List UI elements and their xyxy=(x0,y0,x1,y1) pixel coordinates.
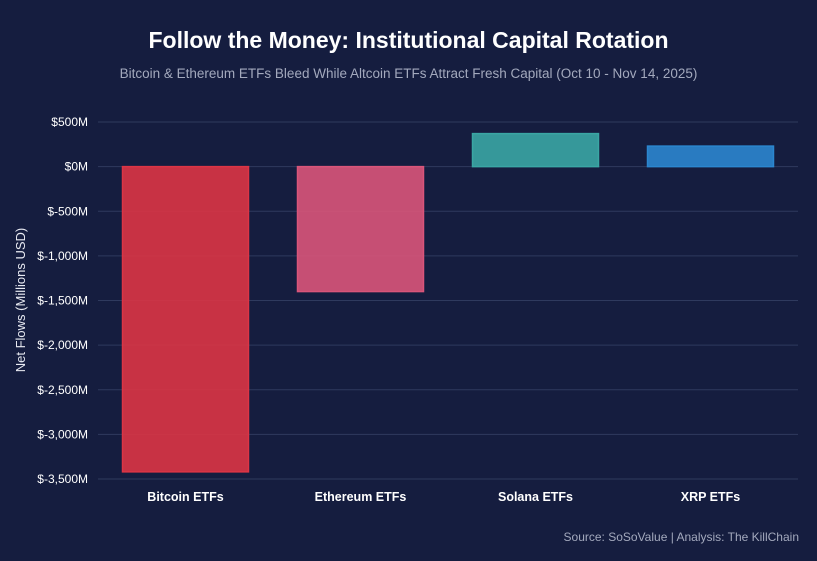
bars xyxy=(121,132,775,473)
y-tick-labels: $500M $0M $-500M $-1,000M $-1,500M $-2,000M $-… xyxy=(37,115,88,486)
y-tick-label: $-2,500M xyxy=(37,383,88,397)
bar-ethereum-etfs[interactable] xyxy=(296,165,425,293)
x-tick-label: Ethereum ETFs xyxy=(315,490,407,504)
bar-solana-etfs[interactable] xyxy=(471,132,600,168)
x-tick-label: Bitcoin ETFs xyxy=(147,490,223,504)
chart-subtitle: Bitcoin & Ethereum ETFs Bleed While Altc… xyxy=(119,66,698,81)
y-tick-label: $0M xyxy=(65,160,88,174)
source-note: Source: SoSoValue | Analysis: The KillCh… xyxy=(563,530,799,544)
y-axis-title: Net Flows (Millions USD) xyxy=(13,228,28,372)
bar-bitcoin-etfs[interactable] xyxy=(121,165,250,473)
chart-title: Follow the Money: Institutional Capital … xyxy=(148,27,669,53)
x-tick-labels: Bitcoin ETFs Ethereum ETFs Solana ETFs XRP … xyxy=(147,490,740,504)
y-tick-label: $-2,000M xyxy=(37,338,88,352)
y-tick-label: $500M xyxy=(51,115,88,129)
y-tick-label: $-3,500M xyxy=(37,472,88,486)
y-tick-label: $-1,000M xyxy=(37,249,88,263)
y-tick-label: $-3,000M xyxy=(37,427,88,441)
y-tick-label: $-1,500M xyxy=(37,294,88,308)
x-tick-label: Solana ETFs xyxy=(498,490,573,504)
x-tick-label: XRP ETFs xyxy=(681,490,741,504)
y-tick-label: $-500M xyxy=(47,204,88,218)
bar-xrp-etfs[interactable] xyxy=(646,145,775,168)
